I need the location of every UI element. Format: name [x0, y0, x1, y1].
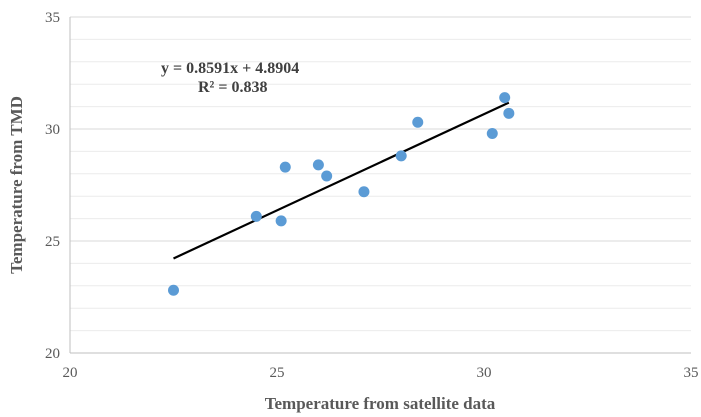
data-point [503, 107, 515, 119]
data-point [358, 186, 370, 198]
grid-lines [70, 16, 691, 332]
data-point [321, 170, 333, 182]
data-point [486, 127, 498, 139]
y-tick-labels: 20 25 30 35 [45, 10, 60, 362]
x-tick-label: 25 [270, 365, 285, 381]
r-squared-label: R² = 0.838 [198, 79, 267, 96]
x-axis-title: Temperature from satellite data [265, 394, 496, 413]
data-point [168, 284, 179, 296]
data-point [275, 215, 287, 227]
y-tick-label: 35 [45, 10, 60, 26]
data-points [168, 92, 515, 296]
x-tick-label: 35 [684, 365, 699, 381]
y-tick-label: 30 [45, 122, 60, 138]
trendline-equation: y = 0.8591x + 4.8904 [161, 60, 299, 77]
data-point [499, 92, 511, 104]
y-axis-title: Temperature from TMD [7, 96, 26, 274]
x-tick-labels: 20 25 30 35 [63, 365, 699, 381]
data-point [395, 150, 407, 162]
data-point [412, 116, 424, 128]
y-tick-label: 25 [45, 234, 60, 250]
x-tick-label: 20 [63, 365, 78, 381]
x-tick-label: 30 [477, 365, 492, 381]
y-tick-label: 20 [45, 346, 60, 362]
trendline [173, 101, 510, 260]
data-point [279, 161, 291, 173]
data-point [250, 210, 262, 222]
data-point [312, 159, 324, 171]
